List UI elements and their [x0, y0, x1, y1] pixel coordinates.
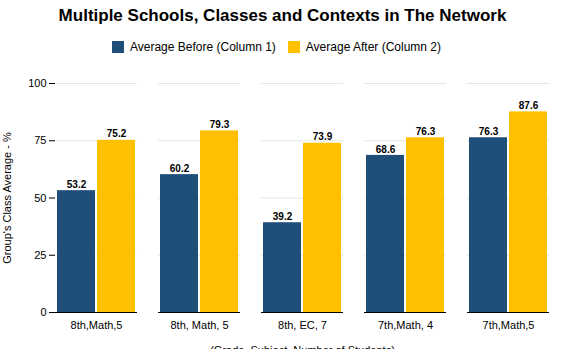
svg-text:60.2: 60.2	[170, 163, 190, 174]
svg-text:73.9: 73.9	[313, 131, 333, 142]
svg-text:75.2: 75.2	[107, 128, 127, 139]
svg-text:76.3: 76.3	[479, 126, 499, 137]
svg-text:8th, Math, 5: 8th, Math, 5	[170, 319, 228, 331]
svg-text:0: 0	[40, 306, 46, 318]
svg-text:76.3: 76.3	[416, 126, 436, 137]
svg-text:53.2: 53.2	[67, 179, 87, 190]
html-text:Average After (Column 2): Average After (Column 2)	[305, 39, 441, 54]
svg-text:39.2: 39.2	[273, 211, 293, 222]
svg-text:8th,Math,5: 8th,Math,5	[71, 319, 123, 331]
svg-text:8th, EC, 7: 8th, EC, 7	[278, 319, 327, 331]
html-text:Average Before (Column 1): Average Before (Column 1)	[130, 39, 276, 54]
svg-text:79.3: 79.3	[210, 119, 230, 130]
svg-text:7th,Math, 4: 7th,Math, 4	[378, 319, 433, 331]
svg-text:87.6: 87.6	[519, 100, 539, 111]
svg-text:7th,Math,5: 7th,Math,5	[483, 319, 535, 331]
svg-text:50: 50	[34, 192, 46, 204]
svg-text:100: 100	[28, 77, 46, 89]
svg-text:(Grade, Subject, Number of Stu: (Grade, Subject, Number of Students)	[210, 344, 395, 349]
svg-text:68.6: 68.6	[376, 144, 396, 155]
svg-text:Group's Class Average - %: Group's Class Average - %	[1, 132, 13, 264]
svg-text:75: 75	[34, 134, 46, 146]
html-text:Multiple Schools, Classes and: Multiple Schools, Classes and Contexts i…	[58, 6, 507, 25]
svg-text:25: 25	[34, 249, 46, 261]
